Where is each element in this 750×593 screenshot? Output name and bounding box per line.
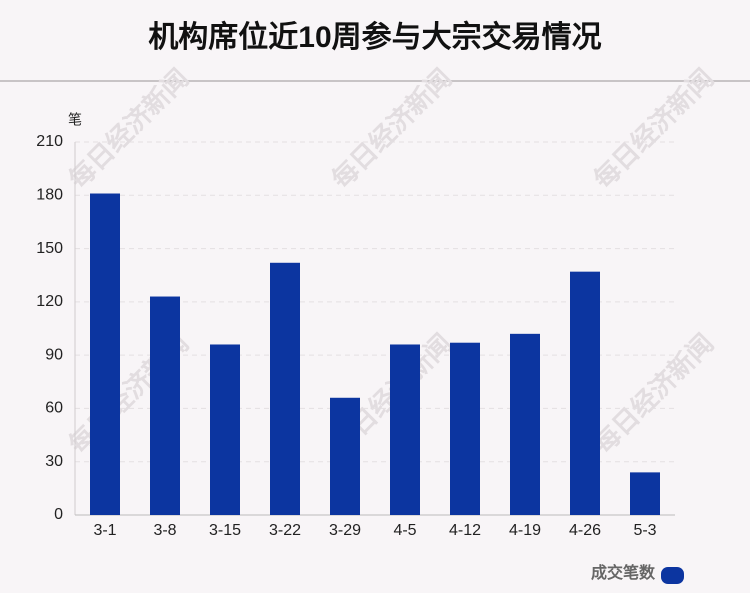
x-tick-label: 4-12: [449, 522, 481, 539]
bar: [390, 344, 420, 515]
x-tick-label: 4-5: [393, 522, 416, 539]
x-tick-label: 3-15: [209, 522, 241, 539]
y-tick-label: 30: [45, 453, 63, 470]
bar: [330, 397, 360, 515]
y-tick-label: 0: [54, 506, 63, 523]
bar: [150, 296, 180, 515]
x-tick-label: 4-19: [509, 522, 541, 539]
x-tick-label: 3-8: [153, 522, 176, 539]
y-tick-label: 150: [36, 240, 63, 257]
y-tick-label: 90: [45, 346, 63, 363]
x-tick-label: 4-26: [569, 522, 601, 539]
chart-title: 机构席位近10周参与大宗交易情况: [148, 20, 601, 54]
bar: [270, 262, 300, 515]
legend-swatch: [661, 567, 684, 584]
x-tick-label: 5-3: [633, 522, 656, 539]
x-tick-label: 3-29: [329, 522, 361, 539]
y-tick-label: 210: [36, 133, 63, 150]
bar: [90, 193, 120, 515]
bar: [210, 344, 240, 515]
bar: [570, 271, 600, 515]
legend-label: 成交笔数: [591, 563, 656, 582]
bar: [630, 472, 660, 515]
y-tick-label: 60: [45, 400, 63, 417]
y-tick-label: 180: [36, 187, 63, 204]
x-tick-label: 3-22: [269, 522, 301, 539]
y-axis-unit: 笔: [68, 112, 82, 128]
bar: [450, 342, 480, 515]
bar: [510, 333, 540, 515]
x-tick-label: 3-1: [93, 522, 116, 539]
y-tick-label: 120: [36, 293, 63, 310]
